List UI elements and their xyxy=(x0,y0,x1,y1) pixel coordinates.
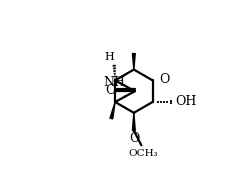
Text: O: O xyxy=(158,73,168,86)
Polygon shape xyxy=(132,113,135,131)
Text: OCH₃: OCH₃ xyxy=(128,149,157,158)
Text: O: O xyxy=(129,132,139,145)
Polygon shape xyxy=(132,54,135,70)
Text: OH: OH xyxy=(174,95,196,108)
Text: NH: NH xyxy=(103,77,125,89)
Text: O: O xyxy=(105,84,116,97)
Polygon shape xyxy=(109,102,115,119)
Text: H: H xyxy=(104,52,114,62)
